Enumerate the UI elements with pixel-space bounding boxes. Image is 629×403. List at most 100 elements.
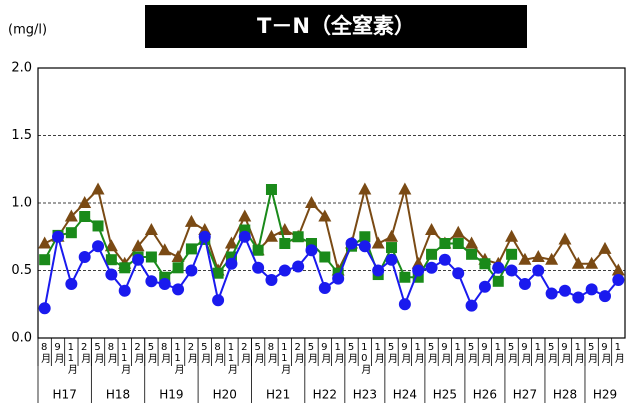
- marker: [319, 251, 331, 263]
- y-tick-label: 0.5: [11, 263, 32, 278]
- marker: [119, 262, 131, 274]
- marker: [371, 236, 385, 249]
- marker: [118, 284, 131, 297]
- x-tick-label: 5月: [199, 342, 211, 364]
- marker: [39, 254, 51, 266]
- marker: [399, 271, 411, 283]
- group-label: H25: [433, 388, 457, 402]
- marker: [611, 263, 625, 276]
- marker: [292, 231, 304, 243]
- marker: [212, 294, 225, 307]
- marker: [65, 278, 78, 290]
- chart-title: T－N（全窒素）: [257, 14, 415, 38]
- marker: [492, 275, 504, 287]
- marker: [332, 272, 345, 285]
- marker: [224, 236, 238, 249]
- group-label: H22: [313, 388, 337, 402]
- x-tick-label: 9月: [479, 342, 491, 364]
- marker: [358, 240, 371, 253]
- marker: [465, 299, 478, 312]
- x-tick-label: 5月: [305, 342, 317, 364]
- marker: [92, 240, 105, 253]
- plot-frame: [37, 67, 626, 339]
- y-tick-label: 0.0: [11, 331, 32, 346]
- marker: [105, 268, 118, 281]
- x-tick-label: 11月: [279, 342, 291, 375]
- x-tick-label: 2月: [132, 342, 144, 364]
- marker: [65, 227, 77, 239]
- x-tick-label: 9月: [319, 342, 331, 364]
- marker: [478, 280, 491, 293]
- group-label: H28: [553, 388, 577, 402]
- x-tick-label: 8月: [265, 342, 277, 364]
- marker: [412, 264, 425, 277]
- marker: [78, 251, 91, 263]
- marker: [64, 209, 78, 222]
- group-label: H24: [393, 388, 417, 402]
- x-tick-label: 10月: [359, 342, 371, 375]
- group-label: H27: [513, 388, 537, 402]
- marker: [264, 229, 278, 242]
- marker: [531, 250, 545, 262]
- marker: [78, 196, 92, 208]
- marker: [184, 214, 198, 227]
- marker: [159, 271, 171, 283]
- marker: [518, 278, 531, 290]
- title-box: [145, 5, 527, 48]
- marker: [598, 241, 612, 254]
- marker: [185, 264, 198, 277]
- marker: [92, 220, 104, 232]
- x-tick-label: 11月: [119, 342, 131, 375]
- marker: [304, 196, 318, 208]
- marker: [278, 264, 291, 277]
- marker: [132, 253, 145, 266]
- marker: [585, 256, 599, 269]
- marker: [158, 243, 172, 256]
- x-tick-label: 2月: [239, 342, 251, 364]
- x-tick-label: 5月: [346, 342, 358, 364]
- marker: [372, 264, 385, 277]
- marker: [225, 251, 237, 263]
- marker: [505, 264, 518, 277]
- marker: [158, 278, 171, 290]
- marker: [172, 262, 184, 274]
- x-tick-label: 8月: [212, 342, 224, 364]
- marker: [532, 264, 545, 277]
- x-tick-label: 9月: [399, 342, 411, 364]
- marker: [398, 182, 412, 195]
- marker: [265, 273, 278, 286]
- marker: [359, 231, 371, 243]
- marker: [598, 290, 611, 303]
- x-tick-label: 2月: [185, 342, 197, 364]
- marker: [279, 238, 291, 249]
- group-label: H26: [473, 388, 497, 402]
- marker: [292, 260, 305, 273]
- marker: [385, 253, 398, 266]
- x-tick-label: 5月: [546, 342, 558, 364]
- group-label: H18: [106, 388, 130, 402]
- marker: [225, 257, 238, 270]
- x-tick-label: 9月: [559, 342, 571, 364]
- marker: [238, 209, 252, 222]
- x-tick-label: 2月: [292, 342, 304, 364]
- marker: [466, 248, 478, 260]
- x-tick-label: 1月: [492, 342, 504, 364]
- marker: [105, 254, 117, 266]
- marker: [545, 252, 559, 265]
- marker: [265, 184, 277, 195]
- group-label: H29: [593, 388, 617, 402]
- marker: [452, 238, 464, 249]
- marker: [518, 252, 532, 265]
- marker: [451, 225, 465, 238]
- marker: [91, 182, 105, 195]
- marker: [505, 229, 519, 242]
- x-tick-label: 8月: [105, 342, 117, 364]
- x-tick-label: 1月: [412, 342, 424, 364]
- marker: [305, 244, 318, 257]
- marker: [239, 224, 251, 236]
- y-tick-label: 1.0: [11, 196, 32, 211]
- x-tick-label: 1月: [532, 342, 544, 364]
- group-label: H19: [159, 388, 183, 402]
- y-tick-label: 2.0: [11, 61, 32, 76]
